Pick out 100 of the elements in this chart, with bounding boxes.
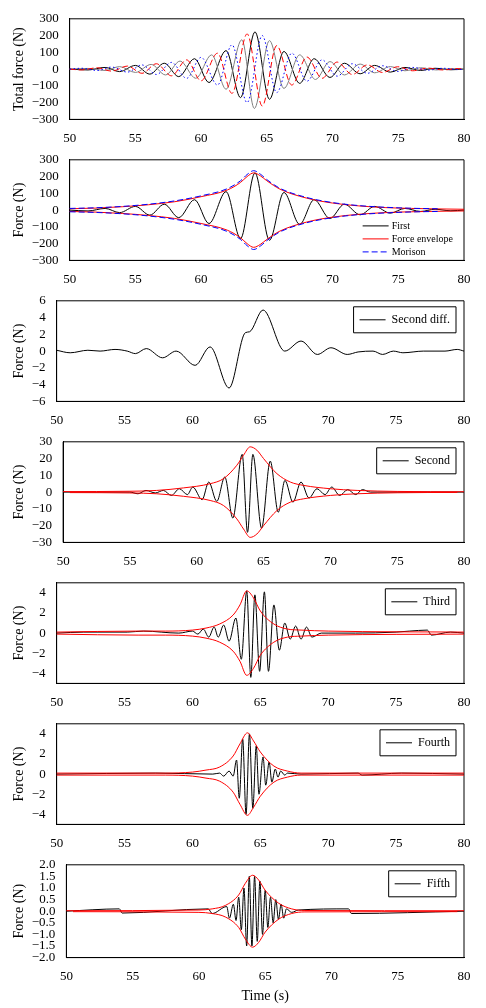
x-tick-label: 65 <box>260 129 274 145</box>
x-tick-label: 75 <box>391 129 405 145</box>
x-tick-label: 70 <box>326 129 340 145</box>
y-tick-label: −100 <box>31 218 59 234</box>
legend-label: First <box>391 219 411 231</box>
y-tick-label: −2 <box>31 359 46 375</box>
y-tick-label: −2 <box>31 785 46 801</box>
x-tick-label: 65 <box>257 552 271 568</box>
y-tick-label: −10 <box>31 500 53 516</box>
y-tick-label: −200 <box>31 94 59 110</box>
x-tick-label: 75 <box>389 693 403 709</box>
y-tick-label: 4 <box>39 725 47 741</box>
x-tick-label: 70 <box>321 834 335 850</box>
x-tick-label: 60 <box>185 834 199 850</box>
legend-label: Second <box>414 452 450 467</box>
x-tick-label: 80 <box>457 693 471 709</box>
y-tick-label: 0 <box>39 765 46 781</box>
x-tick-label: 80 <box>457 834 471 850</box>
x-axis-title: Time (s) <box>241 988 290 1005</box>
x-tick-label: 55 <box>128 129 142 145</box>
y-tick-label: 100 <box>39 184 59 200</box>
y-tick-label: −2 <box>31 644 46 660</box>
x-tick-label: 70 <box>324 967 338 983</box>
y-tick-label: 0 <box>39 342 46 358</box>
x-tick-label: 65 <box>260 270 274 286</box>
y-tick-label: −4 <box>31 664 47 680</box>
y-tick-label: 6 <box>39 292 47 308</box>
y-tick-label: 30 <box>39 433 53 449</box>
x-tick-label: 50 <box>50 693 64 709</box>
x-tick-label: 65 <box>253 693 267 709</box>
y-tick-label: −300 <box>31 251 59 267</box>
y-tick-label: 10 <box>39 466 53 482</box>
x-tick-label: 55 <box>118 411 132 427</box>
x-tick-label: 75 <box>389 834 403 850</box>
x-tick-label: 75 <box>389 411 403 427</box>
x-tick-label: 75 <box>390 552 404 568</box>
y-tick-label: −100 <box>31 77 59 93</box>
x-tick-label: 60 <box>190 552 204 568</box>
x-tick-label: 60 <box>185 693 199 709</box>
x-tick-label: 70 <box>321 693 335 709</box>
y-tick-label: 2 <box>39 325 46 341</box>
y-tick-label: 0 <box>52 60 59 76</box>
x-tick-label: 70 <box>323 552 337 568</box>
y-tick-label: −300 <box>31 110 59 126</box>
x-tick-label: 50 <box>56 552 70 568</box>
y-tick-label: 0 <box>39 624 46 640</box>
x-tick-label: 80 <box>457 270 471 286</box>
x-tick-label: 55 <box>126 967 140 983</box>
x-tick-label: 65 <box>253 411 267 427</box>
y-axis-title: Force (N) <box>11 464 28 520</box>
y-axis-title: Total force (N) <box>11 26 28 111</box>
x-tick-label: 50 <box>59 967 73 983</box>
y-tick-label: 0 <box>45 483 53 499</box>
x-tick-label: 65 <box>258 967 272 983</box>
y-tick-label: 20 <box>39 449 53 465</box>
legend-label: Fourth <box>418 734 451 749</box>
legend-label: Force envelope <box>391 232 454 244</box>
x-tick-label: 60 <box>185 411 199 427</box>
y-tick-label: 200 <box>39 167 59 183</box>
y-tick-label: 100 <box>39 43 59 59</box>
y-tick-label: −30 <box>31 533 53 549</box>
y-tick-label: −20 <box>31 517 53 533</box>
x-tick-label: 80 <box>457 552 471 568</box>
y-tick-label: 2 <box>39 745 46 761</box>
x-tick-label: 75 <box>391 270 405 286</box>
x-tick-label: 70 <box>326 270 340 286</box>
legend-label: Third <box>423 593 451 608</box>
x-tick-label: 60 <box>194 270 208 286</box>
x-tick-label: 50 <box>50 834 64 850</box>
y-tick-label: 2 <box>39 604 46 620</box>
y-tick-label: −200 <box>31 235 59 251</box>
y-axis-title: Force (N) <box>11 883 28 939</box>
y-tick-label: −4 <box>31 376 47 392</box>
x-tick-label: 60 <box>192 967 206 983</box>
x-tick-label: 55 <box>128 270 142 286</box>
y-tick-label: 4 <box>39 308 47 324</box>
x-tick-label: 70 <box>321 411 335 427</box>
y-axis-title: Force (N) <box>11 182 28 238</box>
x-tick-label: 55 <box>118 693 132 709</box>
legend-label: Fifth <box>426 875 451 890</box>
x-tick-label: 65 <box>253 834 267 850</box>
x-tick-label: 60 <box>194 129 208 145</box>
x-tick-label: 75 <box>391 967 405 983</box>
x-tick-label: 50 <box>63 270 77 286</box>
x-tick-label: 55 <box>123 552 137 568</box>
y-tick-label: 200 <box>39 26 59 42</box>
x-tick-label: 50 <box>50 411 64 427</box>
legend-label: Morison <box>391 245 426 257</box>
y-axis-title: Force (N) <box>11 323 28 379</box>
x-tick-label: 55 <box>118 834 132 850</box>
y-tick-label: 300 <box>39 151 59 167</box>
y-tick-label: −4 <box>31 805 47 821</box>
x-tick-label: 80 <box>457 129 471 145</box>
legend-label: Second diff. <box>391 311 450 326</box>
y-axis-title: Force (N) <box>11 605 28 661</box>
x-tick-label: 80 <box>457 967 471 983</box>
y-tick-label: 300 <box>39 10 59 26</box>
y-tick-label: −6 <box>31 392 47 408</box>
y-axis-title: Force (N) <box>11 746 28 802</box>
x-tick-label: 80 <box>457 411 471 427</box>
